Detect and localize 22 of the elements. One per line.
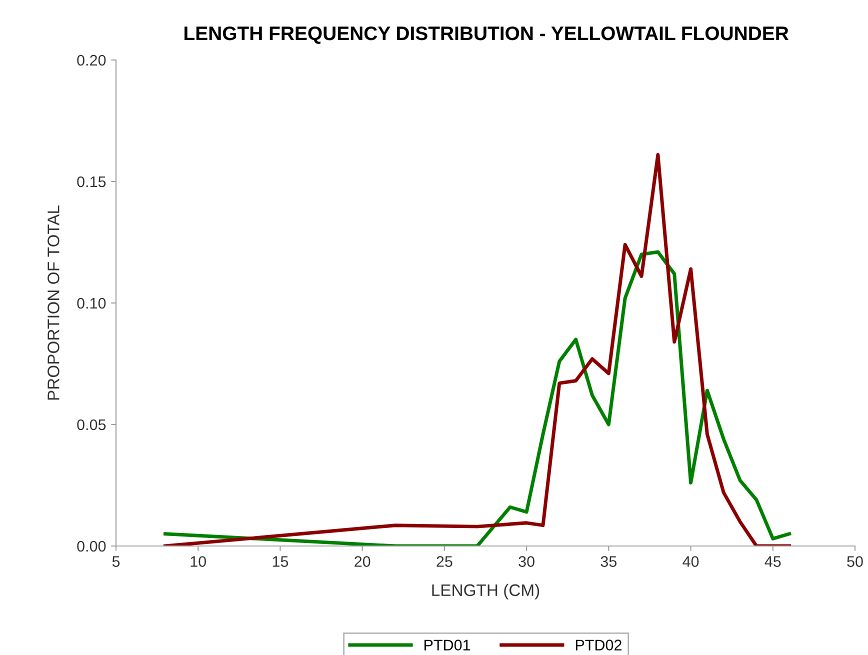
x-tick-label: 25 [436,556,452,567]
legend-label: PTD02 [576,640,622,650]
x-tick-label: 45 [764,556,781,567]
x-tick-label: 20 [354,556,370,567]
x-axis-title: LENGTH (CM) [432,584,540,600]
y-tick-label: 0.00 [77,540,106,552]
x-tick-label: 50 [847,556,863,567]
legend-label: PTD01 [424,640,470,650]
x-tick-label: 30 [518,556,534,567]
line-series [164,250,792,546]
x-tick-label: 40 [682,556,699,567]
chart-title: LENGTH FREQUENCY DISTRIBUTION - YELLOWTAIL FLOUNDER [184,26,789,44]
y-tick-label: 0.10 [77,298,106,309]
x-tick-label: 15 [272,556,288,567]
y-axis-title: PROPORTION OF TOTAL [48,206,60,400]
x-tick-label: 35 [600,556,617,567]
y-tick-label: 0.15 [77,176,106,188]
x-tick-label: 10 [190,556,206,567]
line-series [164,153,792,546]
y-tick-label: 0.05 [77,419,106,430]
x-tick-label: 5 [112,556,120,567]
y-tick-label: 0.20 [77,54,106,66]
